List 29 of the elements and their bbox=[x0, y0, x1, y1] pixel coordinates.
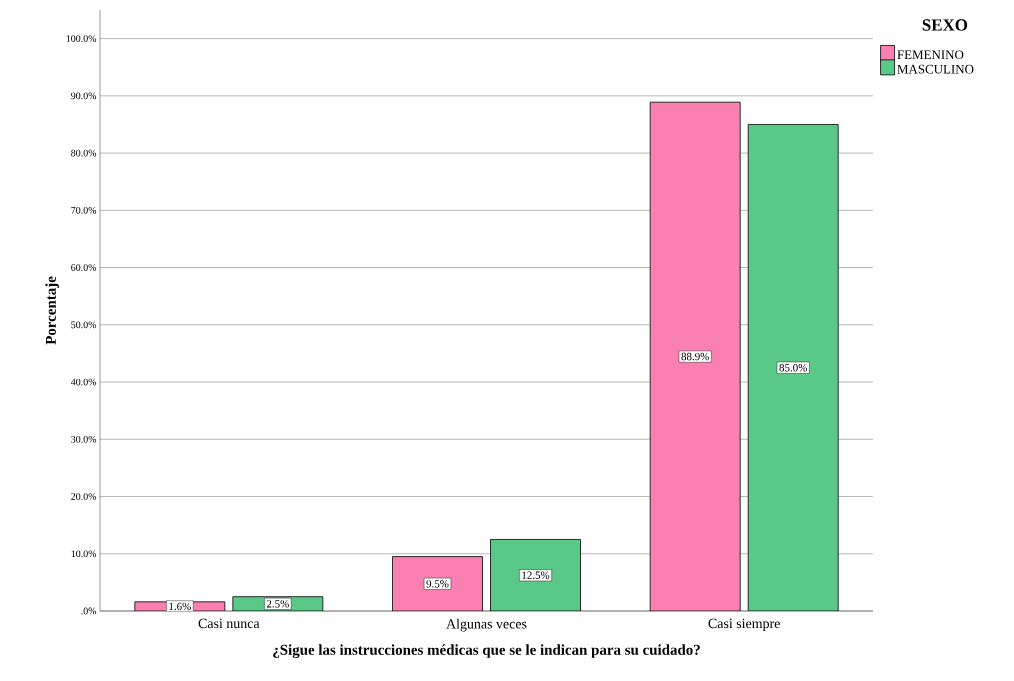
data-label: 85.0% bbox=[779, 364, 807, 372]
y-tick-label: 100.0% bbox=[66, 35, 97, 42]
y-axis-title: Porcentaje bbox=[45, 276, 59, 345]
x-axis-title: ¿Sigue las instrucciones médicas que se le indican para su cuidado? bbox=[273, 644, 700, 658]
y-tick-label: 80.0% bbox=[71, 149, 97, 157]
data-label: 12.5% bbox=[522, 571, 550, 579]
y-tick-label: 90.0% bbox=[71, 92, 97, 100]
y-tick-label: 20.0% bbox=[71, 493, 97, 500]
x-tick-label: Casi siempre bbox=[708, 618, 780, 631]
legend-title: SEXO bbox=[922, 19, 968, 31]
x-tick-label: Algunas veces bbox=[446, 618, 527, 632]
x-tick-label: Casi nunca bbox=[198, 618, 260, 629]
bar bbox=[747, 124, 839, 611]
y-tick-label: 60.0% bbox=[71, 264, 97, 271]
legend-label: FEMENINO bbox=[897, 50, 964, 60]
y-tick-label: 40.0% bbox=[70, 378, 97, 386]
data-label: 9.5% bbox=[426, 580, 449, 588]
data-label: 1.6% bbox=[169, 602, 191, 611]
y-tick-label: 30.0% bbox=[71, 435, 97, 443]
bar bbox=[392, 556, 483, 611]
bar bbox=[649, 101, 741, 611]
legend-label: MASCULINO bbox=[897, 64, 974, 74]
data-label: 88.9% bbox=[681, 352, 709, 361]
y-tick-label: 10.0% bbox=[71, 550, 97, 558]
data-label: 2.5% bbox=[266, 600, 289, 608]
y-tick-label: 50.0% bbox=[71, 321, 97, 329]
y-tick-label: 70.0% bbox=[71, 206, 97, 214]
bar bbox=[490, 539, 581, 611]
y-tick-label: .0% bbox=[81, 607, 97, 615]
